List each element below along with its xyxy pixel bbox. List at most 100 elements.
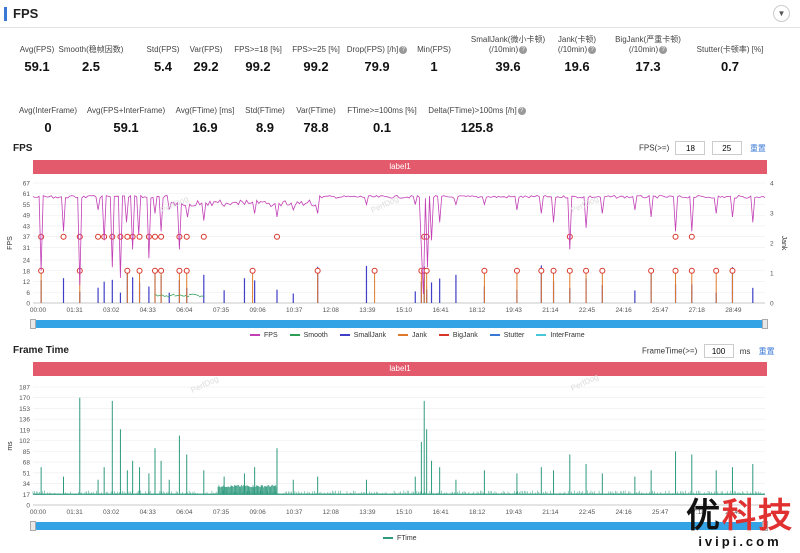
bigjank-marker (688, 233, 695, 240)
legend-item[interactable]: InterFrame (536, 332, 585, 339)
stat-stats_row1-3: Var(FPS) 29.2 (156, 35, 256, 74)
help-icon[interactable]: ? (519, 45, 528, 54)
help-icon[interactable]: ? (517, 106, 526, 115)
x-tick-label: 18:12 (469, 307, 486, 314)
stat-label: Avg(FPS) (19, 45, 55, 54)
y2-tick-label: 2 (770, 241, 774, 248)
help-icon[interactable]: ? (588, 45, 597, 54)
logo-text-black: 优 (686, 496, 722, 536)
x-tick-label: 18:12 (469, 509, 486, 516)
stat-label: BigJank(严重卡顿) (/10min)? (615, 35, 681, 54)
x-tick-label: 21:14 (542, 509, 559, 516)
frametime-chart[interactable]: 0 17 34 51 68 85 102 119 136 153 170 187 ms 00:00 01:3… (0, 380, 800, 520)
jank-marker (158, 267, 165, 274)
stat-label: Jank(卡顿) (/10min)? (557, 35, 597, 54)
legend-label: Stutter (503, 332, 525, 339)
frametime-unit: ms (739, 346, 751, 356)
x-tick-label: 07:35 (213, 509, 230, 516)
fps-chart-legend: FPS Smooth SmallJank Jank BigJank Stutter Inte… (250, 332, 597, 339)
stat-label: FPS>=18 [%] (234, 45, 282, 54)
legend-item[interactable]: FPS (250, 332, 278, 339)
jank-marker (152, 267, 158, 274)
stat-label: Var(FTime) (296, 106, 336, 115)
help-icon[interactable]: ? (399, 45, 408, 54)
frametime-slider-left-handle[interactable] (30, 521, 36, 531)
x-tick-label: 28:49 (725, 509, 742, 516)
legend-item[interactable]: BigJank (438, 332, 478, 339)
stat-value: 2.5 (81, 59, 101, 74)
y-tick-label: 6 (26, 290, 30, 297)
y-tick-label: 187 (19, 385, 30, 392)
stat-stats_row1-9: Jank(卡顿) (/10min)? 19.6 (527, 35, 627, 74)
fps-slider-left-handle[interactable] (30, 319, 36, 329)
x-tick-label: 13:39 (359, 307, 376, 314)
frametime-label-bar[interactable]: label1 (33, 362, 767, 376)
stat-value: 19.6 (564, 59, 590, 74)
bigjank-marker (95, 233, 102, 240)
legend-label: Smooth (303, 332, 328, 339)
stat-value: 8.9 (255, 120, 275, 135)
stat-stats_row2-3: Std(FTime) 8.9 (215, 96, 315, 135)
stat-stats_row2-2: Avg(FTime) [ms] 16.9 (155, 96, 255, 135)
legend-item[interactable]: Stutter (489, 332, 525, 339)
stat-value: 0.7 (720, 59, 740, 74)
fps-threshold-1-input[interactable] (675, 141, 706, 155)
y-tick-label: 119 (20, 427, 31, 434)
x-tick-label: 12:08 (323, 509, 340, 516)
fps-line (32, 194, 766, 295)
stat-stats_row1-7: Min(FPS) 1 (384, 35, 484, 74)
legend-label: FPS (264, 332, 278, 339)
y-tick-label: 24 (23, 258, 31, 265)
legend-swatch (489, 334, 500, 337)
y-tick-label: 34 (23, 481, 31, 488)
stat-value: 5.4 (153, 59, 173, 74)
stat-value: 59.1 (24, 59, 50, 74)
fps-reset-link[interactable]: 重置 (749, 143, 766, 153)
stat-label: Std(FTime) (245, 106, 285, 115)
jank-marker (371, 267, 378, 274)
legend-swatch (289, 334, 300, 337)
frametime-range-slider[interactable] (30, 521, 768, 531)
bigjank-marker (176, 233, 183, 240)
jank-marker (481, 267, 488, 274)
x-tick-label: 07:35 (213, 307, 230, 314)
stat-value: 99.2 (245, 59, 271, 74)
stat-value: 0.1 (372, 120, 392, 135)
stat-value: 59.1 (113, 120, 139, 135)
y-axis-label: ms (7, 441, 14, 451)
stat-label: Avg(FPS+InterFrame) (86, 106, 166, 115)
stat-label: Drop(FPS) [/h]? (327, 45, 427, 55)
fps-threshold-controls: FPS(>=) 重置 (639, 141, 766, 155)
legend-item[interactable]: Smooth (289, 332, 328, 339)
x-tick-label: 00:00 (30, 307, 47, 314)
bigjank-marker (672, 233, 679, 240)
chevron-down-icon[interactable]: ▼ (773, 5, 790, 22)
x-tick-label: 10:37 (286, 307, 303, 314)
jank-marker (249, 267, 256, 274)
y-tick-label: 170 (19, 395, 30, 402)
legend-item[interactable]: Jank (398, 332, 427, 339)
fps-range-slider[interactable] (30, 319, 768, 329)
legend-item[interactable]: SmallJank (339, 332, 386, 339)
fps-threshold-2-input[interactable] (711, 141, 742, 155)
x-tick-label: 28:49 (725, 307, 742, 314)
y-tick-label: 12 (23, 279, 31, 286)
y-tick-label: 43 (23, 223, 31, 230)
y2-tick-label: 3 (770, 211, 774, 218)
fps-threshold-label: FPS(>=) (639, 143, 670, 153)
jank-marker (713, 267, 720, 274)
fps-label-bar[interactable]: label1 (33, 160, 767, 174)
frametime-slider-right-handle[interactable] (762, 521, 768, 531)
fps-slider-right-handle[interactable] (762, 319, 768, 329)
x-tick-label: 19:43 (506, 509, 523, 516)
help-icon[interactable]: ? (659, 45, 668, 54)
stat-value: 125.8 (460, 120, 494, 135)
legend-item[interactable]: FTime (383, 535, 417, 542)
bigjank-marker (158, 233, 165, 240)
frametime-threshold-input[interactable] (703, 344, 734, 358)
stat-label: Delta(FTime)>100ms [/h]? (427, 106, 527, 116)
frametime-chart-title: Frame Time (13, 345, 69, 356)
y-tick-label: 102 (19, 438, 30, 445)
frametime-reset-link[interactable]: 重置 (758, 346, 775, 356)
